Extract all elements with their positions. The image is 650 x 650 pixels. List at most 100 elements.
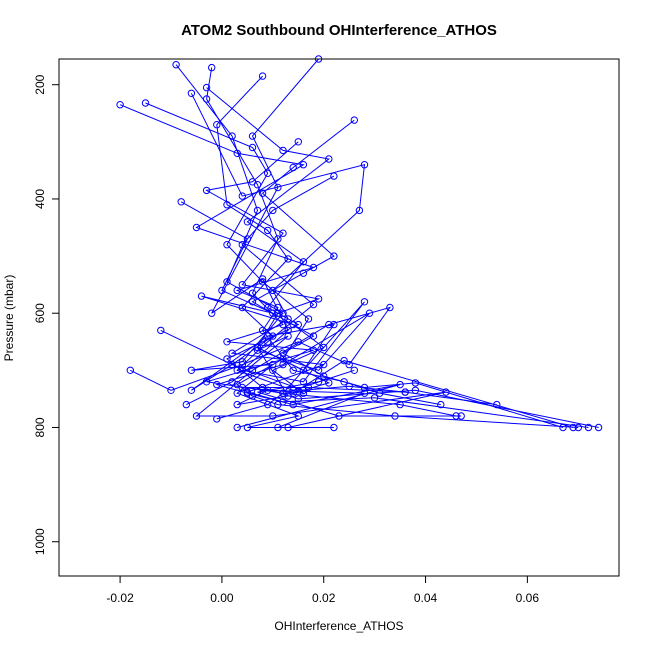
data-point [141, 99, 150, 107]
x-tick-label: 0.06 [516, 591, 540, 605]
data-point [223, 338, 231, 346]
data-point [238, 366, 247, 374]
series-15 [177, 198, 409, 397]
data-point [437, 400, 445, 409]
data-point [243, 218, 252, 226]
data-point [192, 223, 201, 232]
data-point [258, 275, 267, 283]
data-point [213, 380, 221, 389]
data-point [253, 346, 262, 354]
data-point [370, 394, 379, 402]
data-point [594, 423, 603, 432]
data-point [457, 412, 465, 420]
data-point [284, 423, 292, 432]
data-point [279, 146, 287, 155]
plot-area [116, 55, 603, 432]
data-point [187, 89, 196, 98]
data-point [350, 116, 358, 124]
data-point [279, 389, 287, 397]
y-axis-label: Pressure (mbar) [2, 275, 16, 362]
data-point [243, 235, 252, 243]
x-tick-label: 0.02 [312, 591, 336, 605]
data-point [284, 255, 292, 263]
series-13 [233, 172, 465, 420]
data-point [340, 378, 348, 386]
data-point [299, 269, 308, 277]
x-axis: -0.02 0.00 0.02 0.04 0.06 [106, 576, 539, 605]
data-point [202, 186, 211, 195]
data-point [202, 83, 211, 92]
y-tick-label: 400 [33, 189, 47, 209]
data-point [442, 388, 450, 396]
data-point [299, 161, 308, 169]
data-point [309, 300, 318, 309]
data-point [330, 172, 338, 180]
data-point [299, 389, 308, 397]
data-point [335, 412, 343, 420]
data-point [314, 378, 323, 386]
data-point [223, 241, 231, 249]
series-line [186, 312, 401, 428]
data-point [269, 286, 277, 295]
data-point [289, 400, 297, 409]
data-point [233, 286, 241, 295]
data-point [269, 412, 277, 420]
series-line [216, 75, 497, 406]
data-point [279, 398, 287, 406]
data-point [258, 72, 267, 80]
x-tick-label: -0.02 [106, 591, 134, 605]
chart-title: ATOM2 Southbound OHInterference_ATHOS [181, 22, 497, 39]
data-point [258, 189, 267, 197]
data-point [208, 63, 216, 72]
data-point [279, 349, 287, 357]
data-point [208, 309, 216, 317]
data-point [299, 258, 308, 266]
series-line [251, 119, 564, 428]
data-point [238, 383, 247, 392]
data-point [304, 383, 313, 392]
data-point [233, 366, 241, 374]
data-point [314, 55, 323, 63]
series-6 [248, 116, 567, 432]
data-point [228, 378, 236, 386]
data-point [264, 400, 272, 409]
plot-frame [58, 58, 620, 577]
series-11 [126, 303, 450, 432]
data-point [294, 320, 302, 329]
x-tick-label: 0.04 [414, 591, 438, 605]
data-point [187, 386, 196, 394]
data-point [126, 366, 135, 374]
data-point [274, 235, 282, 243]
y-tick-label: 200 [33, 74, 47, 94]
data-point [289, 163, 297, 172]
data-point [294, 395, 302, 403]
data-point [396, 380, 404, 389]
data-point [284, 315, 292, 323]
data-point [264, 226, 272, 235]
y-tick-label: 600 [33, 303, 47, 323]
y-tick-label: 800 [33, 417, 47, 437]
data-point [299, 378, 308, 386]
data-point [248, 298, 257, 306]
data-point [401, 388, 409, 396]
data-point [187, 366, 196, 374]
series-4 [116, 101, 445, 409]
data-point [360, 383, 369, 392]
data-point [233, 149, 241, 158]
series-line [180, 201, 406, 394]
data-point [116, 101, 124, 109]
data-point [320, 360, 328, 369]
data-point [309, 263, 318, 272]
data-point [238, 360, 247, 369]
data-point [197, 292, 206, 300]
data-point [284, 332, 292, 340]
data-point [243, 389, 252, 397]
data-point [325, 155, 333, 163]
data-point [304, 315, 313, 323]
data-point [314, 366, 323, 374]
series-line [130, 306, 447, 428]
data-point [238, 192, 247, 200]
data-point [350, 366, 358, 374]
data-point [411, 386, 420, 394]
